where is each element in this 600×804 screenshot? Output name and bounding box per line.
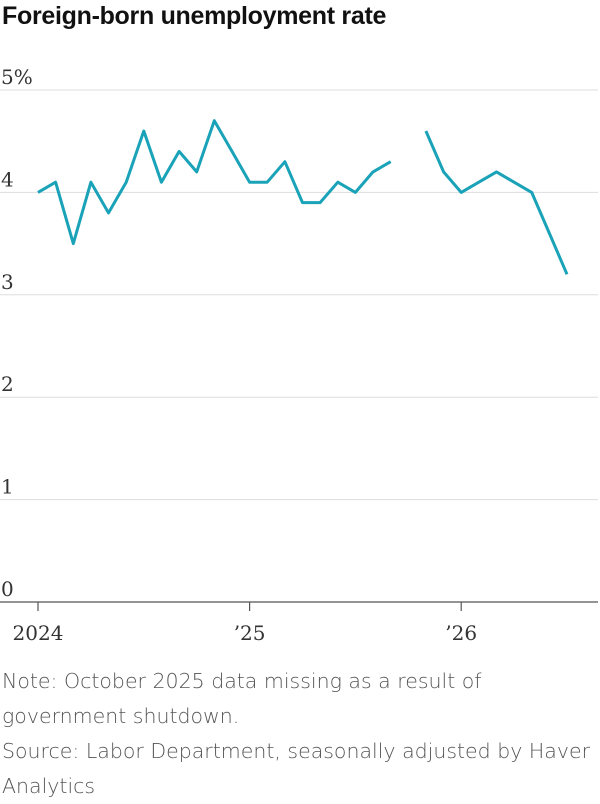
x-tick-label: ’25 [234,621,266,645]
chart-title: Foreign-born unemployment rate [2,2,387,30]
y-tick-label: 5% [1,65,33,89]
y-tick-label: 2 [1,372,14,396]
y-tick-label: 3 [1,270,14,294]
y-axis-labels: 0 1 2 3 4 5% [1,65,33,601]
series-layer [37,119,569,275]
chart-note: Note: October 2025 data missing as a res… [2,669,482,728]
x-tick-label: ’26 [445,621,477,645]
line-chart: 0 1 2 3 4 5% 2024 ’25 ’26 [0,65,598,645]
y-tick-label: 0 [1,577,14,601]
y-tick-label: 4 [1,167,14,191]
chart-source: Source: Labor Department, seasonally adj… [2,739,591,798]
series-line-segment-1 [37,119,392,246]
series-line-segment-2 [424,130,569,275]
x-tick-label: 2024 [13,621,64,645]
x-axis: 2024 ’25 ’26 [0,601,598,645]
gridlines [0,89,598,501]
y-tick-label: 1 [1,475,14,499]
